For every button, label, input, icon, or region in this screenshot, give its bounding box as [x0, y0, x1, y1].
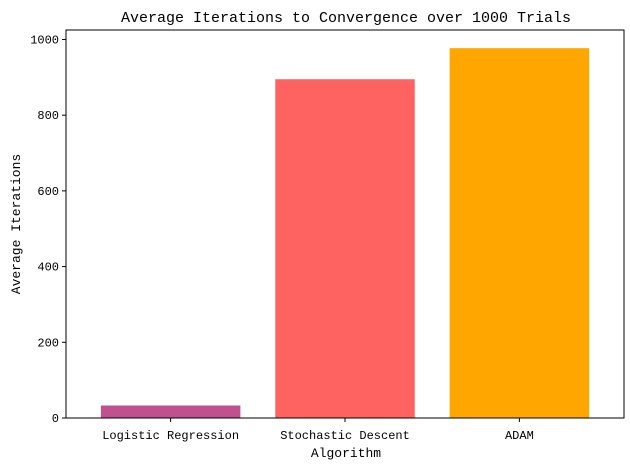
y-axis: 0 200 400 600 800 1000	[30, 33, 66, 426]
y-tick-label: 400	[37, 261, 59, 275]
y-tick-label: 0	[52, 412, 59, 426]
plot-area	[65, 29, 625, 419]
bars-group	[100, 48, 590, 419]
y-tick-label: 800	[37, 109, 59, 123]
x-axis-label: Algorithm	[311, 446, 381, 461]
x-tick-label: ADAM	[505, 429, 534, 443]
y-tick-label: 1000	[30, 33, 59, 47]
y-tick-label: 600	[37, 185, 59, 199]
y-axis-label: Average Iterations	[9, 154, 24, 294]
x-tick-label: Logistic Regression	[102, 429, 239, 443]
y-tick-label: 200	[37, 336, 59, 350]
chart-title: Average Iterations to Convergence over 1…	[121, 10, 571, 27]
x-axis: Logistic Regression Stochastic Descent ADA…	[102, 418, 534, 443]
bar-adam	[449, 48, 590, 418]
bar-logistic-regression	[100, 405, 241, 418]
x-tick-label: Stochastic Descent	[280, 429, 410, 443]
bar-stochastic-descent	[275, 79, 415, 419]
